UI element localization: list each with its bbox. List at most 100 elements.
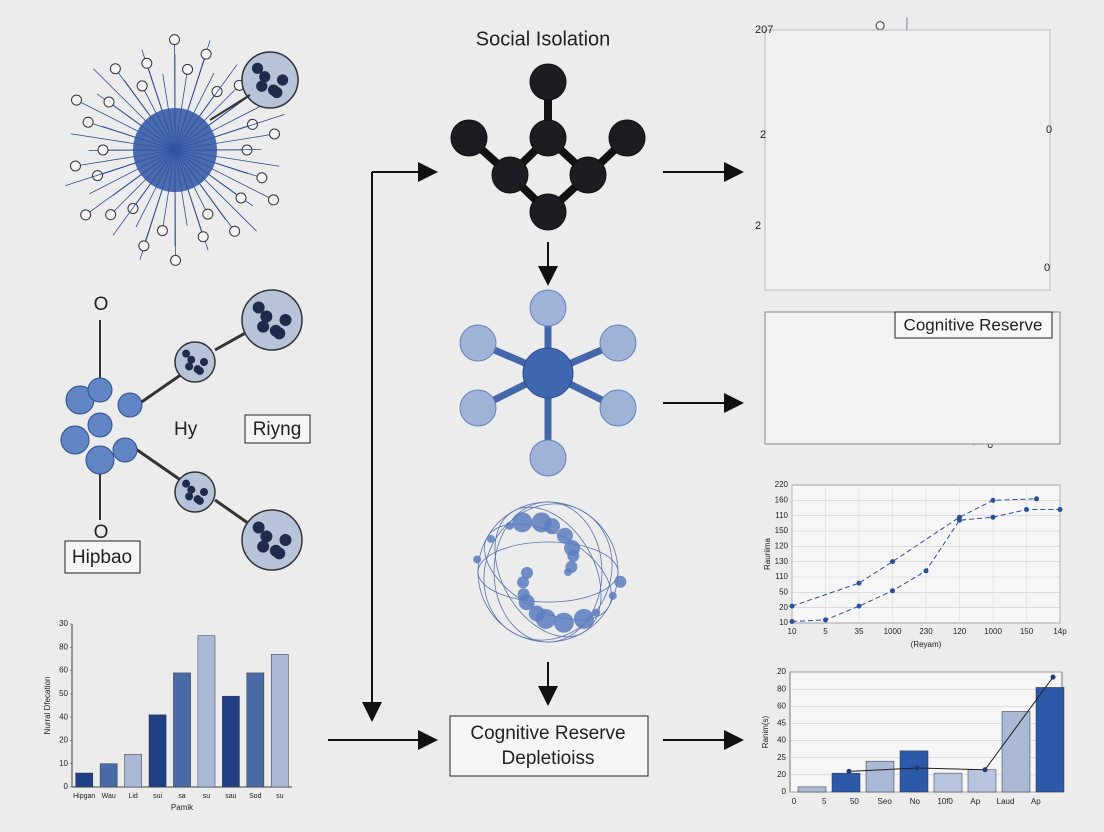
atom	[187, 355, 196, 364]
x-tick-label: No	[910, 797, 921, 806]
x-tick-label: Wau	[102, 793, 116, 800]
x-axis-label: Pamik	[171, 803, 194, 812]
atom	[614, 575, 627, 588]
hipbao-box	[64, 540, 141, 574]
y-tick-label: 10	[59, 759, 68, 768]
atom	[608, 119, 646, 157]
atom	[182, 479, 191, 488]
atom	[569, 156, 607, 194]
y-tick-label: 220	[775, 480, 789, 489]
label: O	[94, 522, 109, 543]
x-tick-label: sau	[225, 793, 236, 800]
bar	[270, 654, 289, 788]
y-tick-label: 60	[59, 666, 68, 675]
x-tick-label: sui	[153, 793, 162, 800]
node	[875, 21, 885, 31]
atom	[529, 119, 567, 157]
x-tick-label: Hipgan	[73, 793, 95, 800]
atom	[87, 377, 113, 403]
y-tick-label: 20	[777, 667, 786, 676]
atom	[182, 349, 191, 358]
atom	[187, 485, 196, 494]
atom	[486, 534, 495, 543]
y-tick-label: 40	[777, 736, 786, 745]
atom	[529, 193, 567, 231]
bar	[124, 754, 142, 788]
node	[156, 225, 168, 237]
node	[267, 194, 279, 206]
atom	[279, 534, 292, 546]
atom	[200, 488, 208, 496]
point	[1050, 674, 1056, 680]
bar	[173, 672, 191, 788]
atom	[87, 412, 113, 438]
atom	[473, 555, 482, 564]
x-tick-label: 120	[953, 627, 967, 636]
x-tick-label: 5	[823, 627, 828, 636]
x-tick-label: 50	[850, 797, 859, 806]
atom	[459, 324, 497, 362]
node	[269, 128, 281, 140]
node	[182, 63, 194, 75]
atom	[491, 156, 529, 194]
atom	[599, 324, 637, 362]
atom	[269, 324, 282, 337]
x-tick-label: Ap	[970, 797, 980, 806]
y-tick-label: 10	[779, 618, 788, 627]
atom	[267, 84, 280, 96]
y-tick-label: 150	[775, 526, 789, 535]
y-tick-label: 0	[782, 787, 787, 796]
node	[202, 208, 214, 220]
x-axis-label: (Reyam)	[911, 640, 942, 649]
x-tick-label: 230	[919, 627, 933, 636]
point	[890, 559, 895, 565]
atom	[252, 301, 265, 314]
atom	[535, 608, 556, 629]
node	[97, 144, 109, 156]
panel-label: 0	[1046, 124, 1052, 136]
atom	[269, 544, 282, 557]
atom	[257, 320, 270, 333]
depletion-box	[449, 715, 649, 777]
point	[823, 617, 828, 623]
atom	[608, 591, 617, 600]
node	[71, 94, 83, 106]
atom	[185, 362, 194, 371]
cluster	[174, 471, 216, 513]
atom	[251, 62, 264, 74]
atom	[459, 389, 497, 427]
atom	[518, 594, 535, 611]
panel-label: 0	[1044, 262, 1050, 274]
cluster	[241, 51, 299, 109]
riyng-box	[244, 414, 311, 444]
atom	[564, 540, 581, 557]
bar	[899, 750, 929, 793]
orbit	[477, 501, 619, 643]
y-tick-label: 80	[59, 642, 68, 651]
y-tick-label: 45	[777, 719, 786, 728]
node	[109, 63, 121, 75]
atom	[256, 80, 268, 92]
atom	[193, 495, 202, 504]
bar	[797, 786, 827, 793]
node	[105, 209, 117, 221]
node	[229, 225, 241, 237]
x-tick-label: 0	[792, 797, 797, 806]
atom	[512, 512, 533, 533]
x-tick-label: Lid	[128, 793, 137, 800]
atom	[521, 566, 534, 579]
y-tick-label: 80	[777, 684, 786, 693]
x-tick-label: 150	[1020, 627, 1034, 636]
y-tick-label: 0	[64, 782, 69, 791]
x-tick-label: 1000	[884, 627, 902, 636]
node	[103, 96, 115, 108]
label: Hipbao	[72, 547, 132, 568]
x-tick-label: 10	[788, 627, 797, 636]
x-tick-label: 14p	[1053, 627, 1067, 636]
title: Social Isolation	[476, 28, 611, 50]
node	[200, 48, 212, 60]
bar	[197, 635, 216, 788]
arrows	[328, 162, 896, 750]
point	[890, 588, 895, 594]
point	[990, 514, 996, 520]
